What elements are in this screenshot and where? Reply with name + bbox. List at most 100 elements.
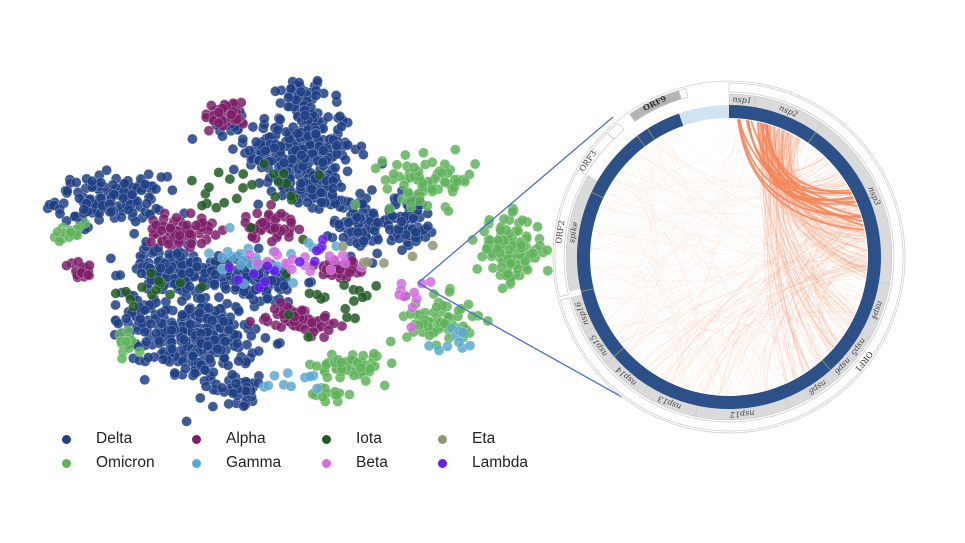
chord [769, 127, 796, 379]
scatter-point-alpha [165, 222, 176, 234]
scatter-point-gamma [235, 259, 247, 271]
chord [782, 132, 851, 199]
chord [793, 137, 851, 196]
scatter-point-delta [272, 124, 284, 136]
scatter-point-delta [184, 267, 196, 278]
coverage-marker [808, 131, 817, 144]
scatter-point-delta [153, 335, 165, 347]
legend-label: Gamma [226, 454, 282, 471]
scatter-point-omicron [439, 177, 451, 188]
legend-label: Beta [356, 454, 388, 471]
scatter-point-delta [134, 313, 146, 325]
scatter-point-delta [176, 295, 188, 307]
scatter-point-delta [139, 304, 151, 316]
scatter-point-delta [231, 338, 243, 349]
scatter-point-delta [270, 86, 281, 97]
chord [671, 269, 867, 383]
scatter-point-omicron [478, 226, 490, 237]
scatter-point-delta [227, 143, 239, 155]
chord [781, 130, 846, 189]
scatter-point-gamma [287, 277, 299, 289]
chord [737, 119, 865, 231]
scatter-point-iota [175, 277, 186, 289]
chord [779, 130, 867, 268]
chord [787, 133, 862, 221]
scatter-point-delta [228, 164, 240, 175]
chord [822, 213, 861, 338]
scatter-point-alpha [156, 225, 167, 236]
scatter-point-delta [408, 213, 419, 224]
chord [782, 131, 860, 214]
chord [769, 125, 826, 171]
scatter-point-omicron [424, 330, 435, 341]
scatter-point-delta [117, 192, 129, 204]
chord [627, 163, 867, 268]
chord [771, 126, 849, 326]
scatter-point-beta [407, 302, 418, 313]
chord [791, 136, 867, 270]
chord [765, 125, 788, 383]
scatter-point-omicron [335, 357, 347, 368]
chord [760, 122, 867, 269]
scatter-point-lambda [232, 274, 244, 286]
scatter-point-iota [213, 167, 224, 178]
chord [633, 156, 859, 306]
scatter-point-alpha [190, 220, 202, 231]
scatter-point-delta [243, 145, 255, 156]
scatter-point-alpha [185, 208, 196, 219]
chord [592, 119, 747, 236]
chord [815, 228, 865, 344]
scatter-point-delta [329, 162, 341, 174]
chord [614, 179, 803, 375]
scatter-point-lambda [224, 262, 235, 273]
chord [785, 131, 862, 218]
scatter-point-delta [331, 140, 342, 151]
chord [770, 125, 867, 265]
chord [764, 123, 855, 200]
scatter-point-beta [286, 263, 298, 275]
scatter-point-delta [184, 281, 195, 292]
scatter-point-omicron [507, 206, 518, 218]
scatter-point-lambda [262, 260, 273, 272]
chord [768, 124, 866, 235]
scatter-point-iota [224, 173, 236, 185]
scatter-point-delta [303, 277, 315, 289]
scatter-point-delta [272, 338, 283, 350]
chord [606, 146, 653, 322]
chord [799, 140, 858, 208]
chord [638, 334, 750, 394]
chord [591, 248, 857, 310]
chord [772, 128, 823, 359]
scatter-point-delta [274, 114, 286, 125]
scatter-point-lambda [248, 268, 259, 280]
chord [774, 126, 864, 228]
scatter-point-alpha [296, 305, 308, 316]
scatter-point-beta [252, 257, 263, 269]
scatter-point-iota [128, 301, 139, 313]
chord [708, 196, 854, 394]
chord [785, 133, 839, 185]
scatter-point-delta [156, 307, 167, 319]
chord [620, 329, 821, 361]
chord [596, 136, 797, 298]
scatter-point-omicron [376, 155, 388, 167]
scatter-point-gamma [269, 370, 280, 382]
chord [796, 137, 867, 274]
scatter-point-omicron [451, 176, 463, 188]
scatter-point-delta [322, 111, 334, 123]
scatter-point-omicron [400, 149, 411, 161]
scatter-point-omicron [120, 336, 132, 348]
scatter-point-eta [361, 256, 373, 268]
scatter-point-iota [136, 281, 148, 293]
scatter-point-delta [306, 183, 318, 195]
chord [596, 265, 867, 298]
chord [765, 124, 856, 205]
chord [718, 249, 867, 395]
scatter-point-delta [95, 177, 107, 188]
scatter-point-alpha [226, 109, 237, 120]
chord [783, 133, 845, 193]
legend-marker [322, 458, 331, 468]
chord [788, 334, 835, 379]
chord [786, 132, 845, 186]
scatter-point-omicron [391, 159, 403, 171]
